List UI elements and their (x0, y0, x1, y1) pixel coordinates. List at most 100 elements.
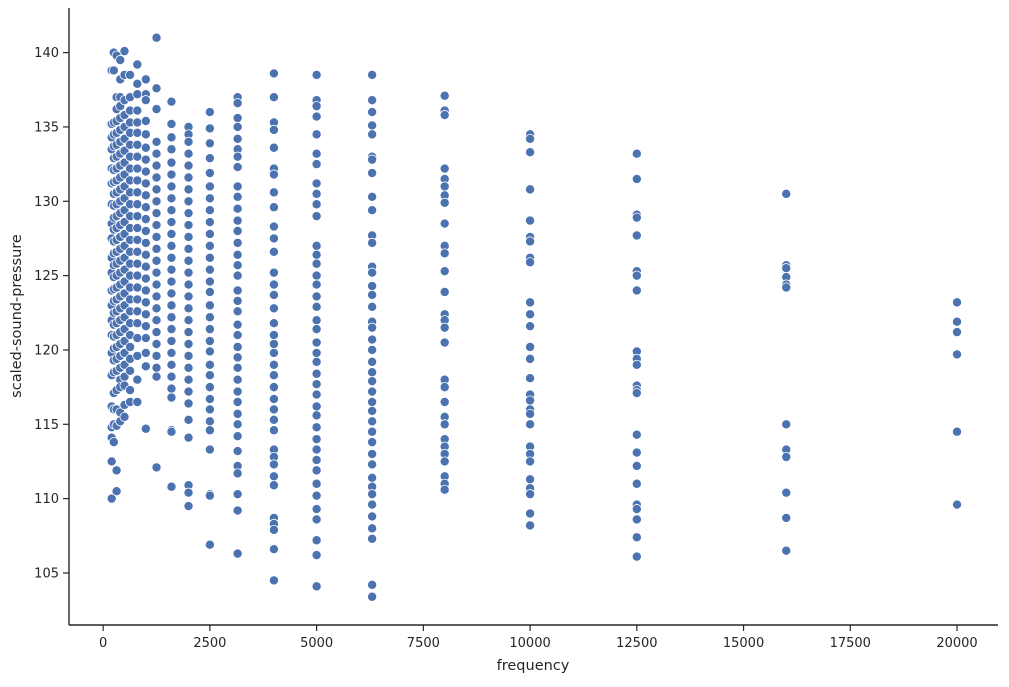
data-point (311, 279, 322, 290)
data-point (132, 374, 143, 385)
data-point (204, 193, 215, 204)
data-point (232, 468, 243, 479)
data-point (183, 362, 194, 373)
data-point (151, 303, 162, 314)
data-point (268, 575, 279, 586)
data-point (151, 231, 162, 242)
data-point (781, 451, 792, 462)
data-point (268, 370, 279, 381)
data-point (232, 548, 243, 559)
x-tick-label: 0 (99, 636, 107, 651)
data-point (311, 291, 322, 302)
data-point (367, 344, 378, 355)
data-point (232, 386, 243, 397)
data-point (631, 532, 642, 543)
data-point (367, 237, 378, 248)
data-point (439, 181, 450, 192)
data-point (268, 414, 279, 425)
data-point (952, 316, 963, 327)
data-point (151, 148, 162, 159)
data-point (166, 264, 177, 275)
data-point (183, 386, 194, 397)
data-point (140, 237, 151, 248)
data-point (311, 478, 322, 489)
data-point (108, 65, 119, 76)
data-point (439, 396, 450, 407)
x-tick-label: 12500 (616, 636, 657, 651)
data-point (132, 211, 143, 222)
data-point (232, 362, 243, 373)
data-point (631, 551, 642, 562)
data-point (140, 142, 151, 153)
data-point (106, 456, 117, 467)
data-point (204, 382, 215, 393)
data-point (140, 154, 151, 165)
data-point (367, 416, 378, 427)
data-point (525, 341, 536, 352)
data-point (166, 276, 177, 287)
data-point (232, 489, 243, 500)
data-point (631, 270, 642, 281)
data-point (111, 465, 122, 476)
data-point (151, 172, 162, 183)
data-point (183, 487, 194, 498)
data-point (367, 511, 378, 522)
data-point (232, 330, 243, 341)
data-point (166, 383, 177, 394)
data-point (151, 220, 162, 231)
data-point (268, 187, 279, 198)
data-point (311, 581, 322, 592)
data-point (439, 286, 450, 297)
data-point (151, 371, 162, 382)
data-point (132, 175, 143, 186)
data-point (439, 90, 450, 101)
data-point (166, 228, 177, 239)
data-point (232, 151, 243, 162)
data-point (367, 322, 378, 333)
data-point (525, 147, 536, 158)
data-point (525, 309, 536, 320)
data-point (204, 300, 215, 311)
data-point (232, 260, 243, 271)
data-point (151, 362, 162, 373)
data-point (140, 190, 151, 201)
data-point (183, 374, 194, 385)
data-point (183, 432, 194, 443)
data-point (268, 279, 279, 290)
data-point (367, 459, 378, 470)
data-point (268, 289, 279, 300)
data-point (781, 419, 792, 430)
data-point (631, 212, 642, 223)
data-point (204, 324, 215, 335)
data-point (525, 321, 536, 332)
data-point (166, 324, 177, 335)
data-point (268, 318, 279, 329)
data-point (132, 270, 143, 281)
data-point (311, 188, 322, 199)
data-point (268, 233, 279, 244)
data-point (132, 306, 143, 317)
data-point (311, 514, 322, 525)
data-point (166, 144, 177, 155)
data-point (132, 151, 143, 162)
data-point (204, 205, 215, 216)
y-ticks: 105 110 115 120 125 130 135 140 (34, 46, 69, 581)
data-point (367, 95, 378, 106)
data-point (132, 105, 143, 116)
data-point (204, 490, 215, 501)
data-point (311, 422, 322, 433)
data-point (367, 107, 378, 118)
data-point (204, 276, 215, 287)
y-tick-label: 135 (34, 120, 59, 135)
data-point (311, 337, 322, 348)
data-point (204, 107, 215, 118)
data-point (132, 318, 143, 329)
data-point (367, 334, 378, 345)
data-point (204, 264, 215, 275)
data-point (367, 533, 378, 544)
data-point (525, 395, 536, 406)
data-point (952, 327, 963, 338)
data-point (204, 416, 215, 427)
data-point (151, 315, 162, 326)
data-point (367, 472, 378, 483)
